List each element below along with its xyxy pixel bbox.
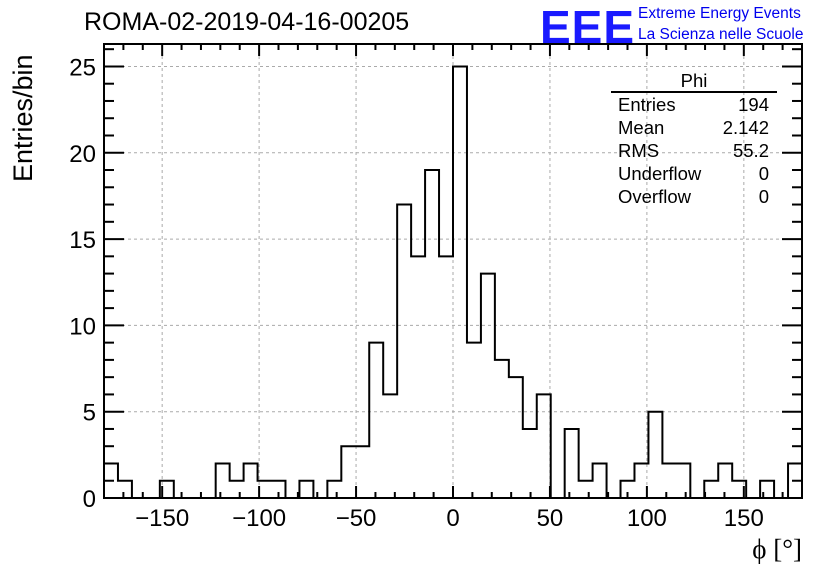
logo-line-2: La Scienza nelle Scuole (638, 26, 804, 43)
histogram-bin (648, 412, 662, 498)
stats-row: Mean 2.142 (611, 116, 777, 139)
x-tick-label: −100 (232, 505, 286, 532)
histogram-bin (299, 481, 313, 498)
histogram-bin (453, 66, 467, 498)
histogram-bin (355, 446, 369, 498)
histogram-bin (523, 429, 537, 498)
stats-box: Phi Entries 194 Mean 2.142 RMS 55.2 Unde… (611, 71, 777, 208)
histogram-bin (216, 463, 230, 498)
x-tick-label: −150 (135, 505, 189, 532)
eee-logo: EEE Extreme Energy Events La Scienza nel… (540, 1, 836, 53)
histogram-bin (495, 360, 509, 498)
stats-row: RMS 55.2 (611, 139, 777, 162)
x-tick-label: 100 (627, 505, 667, 532)
y-tick-label: 0 (83, 486, 96, 513)
stats-value: 0 (758, 186, 769, 207)
histogram-bin (704, 481, 718, 498)
axis-ticks (103, 44, 803, 499)
histogram-bin (481, 274, 495, 498)
histogram-bin (509, 377, 523, 498)
x-tick-label: 150 (724, 505, 764, 532)
x-axis-label: ϕ [°] (752, 534, 802, 564)
histogram-bin (118, 481, 132, 498)
logo-line-1: Extreme Energy Events (638, 5, 801, 22)
histogram-bin (467, 343, 481, 498)
logo-mark: EEE (540, 1, 636, 53)
stats-label: Entries (618, 94, 676, 115)
histogram-bin (439, 256, 453, 498)
histogram-bin (341, 446, 355, 498)
y-tick-label: 10 (69, 313, 96, 340)
stats-value: 55.2 (732, 140, 769, 161)
y-tick-label: 15 (69, 227, 96, 254)
y-tick-label: 25 (69, 54, 96, 81)
stats-title: Phi (611, 71, 777, 93)
histogram-bin (411, 256, 425, 498)
stats-row: Underflow 0 (611, 162, 777, 185)
stats-value: 0 (758, 163, 769, 184)
stats-label: RMS (618, 140, 660, 161)
stats-value: 194 (738, 94, 769, 115)
stats-row: Entries 194 (611, 93, 777, 116)
histogram-bin (425, 170, 439, 498)
x-tick-label: 0 (446, 505, 459, 532)
histogram-bin (676, 463, 690, 498)
histogram-bin (397, 205, 411, 498)
histogram-bin (383, 394, 397, 498)
stats-label: Underflow (618, 163, 702, 184)
stats-label: Overflow (618, 186, 691, 207)
x-tick-label: −50 (336, 505, 377, 532)
histogram-bin (760, 481, 774, 498)
histogram-bin (327, 481, 341, 498)
histogram-bin (593, 463, 607, 498)
stats-value: 2.142 (722, 117, 769, 138)
histogram-bin (369, 343, 383, 498)
histogram-bin (565, 429, 579, 498)
stats-row: Overflow 0 (611, 185, 777, 208)
y-tick-label: 20 (69, 141, 96, 168)
histogram-bin (230, 481, 244, 498)
x-tick-label: 50 (537, 505, 564, 532)
axis-tick-labels: −150 −100 −50 0 50 100 150 0 5 10 15 20 25 (69, 54, 764, 532)
histogram-bin (537, 394, 551, 498)
histogram-bin (662, 463, 676, 498)
histogram-bin (579, 481, 593, 498)
histogram-bin (244, 463, 258, 498)
page-title: ROMA-02-2019-04-16-00205 (84, 8, 410, 36)
y-axis-label: Entries/bin (8, 54, 38, 182)
y-tick-label: 5 (83, 400, 96, 427)
stats-label: Mean (618, 117, 665, 138)
